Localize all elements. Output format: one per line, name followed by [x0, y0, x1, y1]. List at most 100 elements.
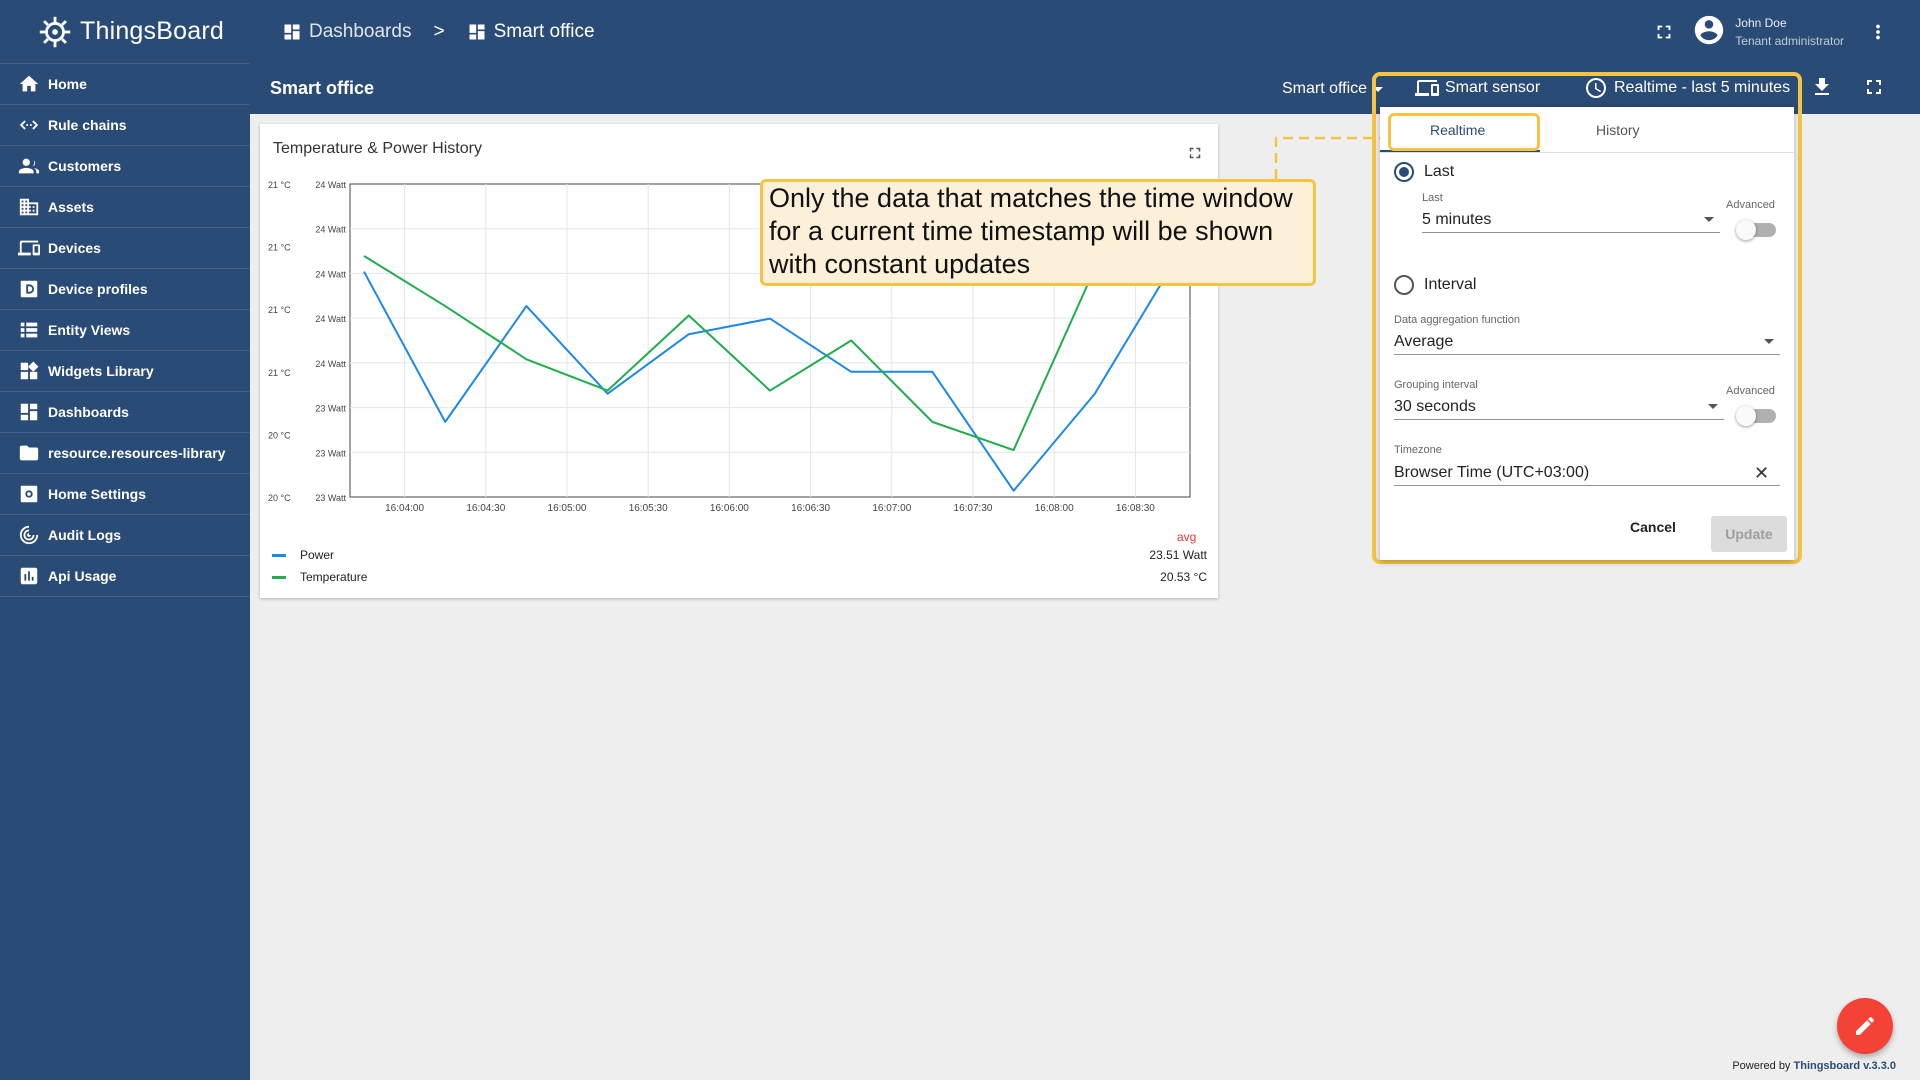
dashboards-icon [284, 24, 300, 40]
grouping-advanced-label: Advanced [1726, 385, 1775, 397]
aggregation-value: Average [1394, 332, 1454, 350]
sidebar-item-label: Assets [48, 199, 94, 215]
legend-value: 23.51 Watt [1149, 548, 1207, 562]
sidebar-item-resources-library[interactable]: resource.resources-library [0, 433, 250, 474]
grouping-label: Grouping interval [1394, 379, 1478, 391]
timewindow-panel: Realtime History Last Last 5 minutes Adv… [1380, 107, 1794, 560]
dashboard-title: Smart office [270, 78, 375, 98]
customers-icon [18, 158, 40, 174]
sidebar-item-label: Customers [48, 158, 122, 174]
breadcrumb-dashboards[interactable]: Dashboards [282, 21, 411, 43]
legend-item-power[interactable]: Power 23.51 Watt [272, 548, 1207, 562]
radio-last[interactable]: Last [1394, 162, 1454, 182]
tab-history[interactable]: History [1596, 122, 1640, 138]
sidebar-item-label: Home Settings [48, 486, 147, 502]
dropdown-arrow-icon [1373, 86, 1384, 92]
legend-item-temperature[interactable]: Temperature 20.53 °C [272, 570, 1207, 584]
legend-value: 20.53 °C [1160, 570, 1207, 584]
breadcrumb-smart-office[interactable]: Smart office [467, 21, 595, 43]
right-axis-tick-label: 24 Watt [315, 225, 346, 235]
user-menu[interactable]: John Doe Tenant administrator [1692, 13, 1844, 52]
state-select[interactable]: Smart office [1282, 80, 1384, 98]
right-axis-tick-label: 24 Watt [315, 359, 346, 369]
tab-ink-bar [1380, 150, 1540, 152]
x-tick-label: 16:04:30 [466, 503, 505, 514]
brand-logo[interactable]: ThingsBoard [0, 0, 250, 64]
sidebar-item-label: Device profiles [48, 281, 148, 297]
devices-icon [1415, 80, 1439, 96]
widget-title: Temperature & Power History [273, 140, 482, 157]
sidebar-item-devices[interactable]: Devices [0, 228, 250, 269]
timezone-input[interactable]: Browser Time (UTC+03:00) [1394, 460, 1780, 486]
sidebar-item-rule-chains[interactable]: Rule chains [0, 105, 250, 146]
sidebar-item-dashboards[interactable]: Dashboards [0, 392, 250, 433]
sidebar-item-label: Devices [48, 240, 101, 256]
tab-realtime[interactable]: Realtime [1430, 122, 1486, 138]
assets-icon [19, 198, 39, 216]
sidebar-item-label: Dashboards [48, 404, 129, 420]
dashboard-icon [469, 24, 485, 40]
right-axis-tick-label: 23 Watt [315, 448, 346, 458]
sidebar-item-home-settings[interactable]: Home Settings [0, 474, 250, 515]
left-axis-tick-label: 21 °C [268, 368, 291, 378]
right-axis-tick-label: 23 Watt [315, 493, 346, 503]
sidebar-item-device-profiles[interactable]: Device profiles [0, 269, 250, 310]
sidebar-item-label: Widgets Library [48, 363, 154, 379]
thingsboard-logo-icon [39, 16, 71, 47]
user-info: John Doe Tenant administrator [1735, 14, 1844, 50]
x-tick-label: 16:05:00 [548, 503, 587, 514]
grouping-interval-select[interactable]: 30 seconds [1394, 394, 1724, 420]
edit-dashboard-button[interactable] [1837, 998, 1893, 1054]
sidebar-item-label: Api Usage [48, 568, 117, 584]
x-tick-label: 16:06:00 [710, 503, 749, 514]
sidebar-item-assets[interactable]: Assets [0, 187, 250, 228]
footer-version-link[interactable]: Thingsboard v.3.3.0 [1793, 1060, 1897, 1072]
aggregation-select[interactable]: Average [1394, 329, 1780, 355]
dashboards-icon [20, 403, 38, 421]
timewindow-label: Realtime - last 5 minutes [1614, 79, 1791, 96]
state-select-value: Smart office [1282, 80, 1368, 97]
sidebar-item-entity-views[interactable]: Entity Views [0, 310, 250, 351]
entity-views-icon [20, 322, 38, 338]
sidebar-item-audit-logs[interactable]: Audit Logs [0, 515, 250, 556]
legend-name: Power [300, 548, 335, 562]
user-name: John Doe [1735, 16, 1787, 30]
sidebar-item-label: Entity Views [48, 322, 131, 338]
api-usage-icon [20, 567, 38, 585]
more-menu-button[interactable] [1858, 12, 1898, 52]
x-tick-label: 16:08:30 [1116, 503, 1155, 514]
cancel-button[interactable]: Cancel [1630, 519, 1676, 535]
devices-icon [18, 240, 40, 256]
entity-alias-button[interactable]: Smart sensor [1415, 76, 1540, 100]
clear-icon[interactable]: ✕ [1754, 463, 1770, 483]
dashboard-fullscreen-button[interactable] [1862, 75, 1886, 104]
timewindow-button[interactable]: Realtime - last 5 minutes [1584, 76, 1790, 100]
sidebar-item-home[interactable]: Home [0, 64, 250, 105]
annotation-callout: Only the data that matches the time wind… [760, 179, 1316, 286]
callout-leader-line [1274, 136, 1382, 179]
fullscreen-button[interactable] [1644, 12, 1684, 52]
sidebar-item-widgets-library[interactable]: Widgets Library [0, 351, 250, 392]
grouping-advanced-toggle[interactable] [1736, 406, 1776, 426]
x-tick-label: 16:05:30 [629, 503, 668, 514]
sidebar-item-label: Audit Logs [48, 527, 122, 543]
export-button[interactable] [1810, 75, 1834, 104]
folder-icon [19, 445, 39, 461]
sidebar-item-customers[interactable]: Customers [0, 146, 250, 187]
radio-selected-icon [1394, 162, 1414, 182]
user-role: Tenant administrator [1735, 34, 1844, 48]
account-circle-icon [1695, 15, 1724, 44]
last-field-label: Last [1422, 192, 1443, 204]
sidebar-item-label: resource.resources-library [48, 445, 226, 461]
right-axis-tick-label: 24 Watt [315, 314, 346, 324]
last-duration-value: 5 minutes [1422, 210, 1492, 228]
timewindow-tabs: Realtime History [1380, 107, 1794, 153]
dropdown-arrow-icon [1704, 217, 1714, 222]
widget-fullscreen-button[interactable] [1186, 144, 1204, 162]
sidebar-item-label: Home [48, 76, 87, 92]
radio-interval[interactable]: Interval [1394, 275, 1476, 295]
breadcrumb-separator: > [433, 21, 445, 42]
advanced-toggle[interactable] [1736, 220, 1776, 240]
sidebar-item-api-usage[interactable]: Api Usage [0, 556, 250, 597]
last-duration-select[interactable]: 5 minutes [1422, 207, 1720, 233]
